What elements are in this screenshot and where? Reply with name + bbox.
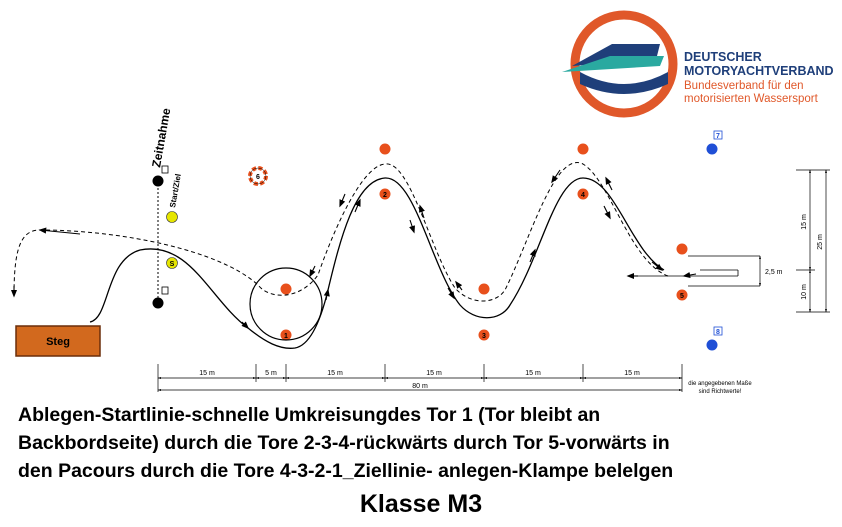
- dim-15m-c: 15 m: [426, 370, 442, 377]
- dim-right-15m: 15 m: [801, 214, 808, 230]
- gate-1-loop: [249, 267, 323, 341]
- gate-8-label: 8: [716, 329, 720, 336]
- blue-buoy-8: [706, 339, 718, 351]
- gate-5-top-buoy: [676, 243, 688, 255]
- yellow-buoy-s: [166, 257, 178, 269]
- start-buoy-bottom: [152, 297, 164, 309]
- caption-line-1: Ablegen-Startlinie-schnelle Umkreisungde…: [18, 404, 601, 426]
- course-path-solid: [89, 177, 665, 349]
- dim-5m: 5 m: [265, 370, 277, 377]
- logo-subtitle-line-1: Bundesverband für den: [684, 80, 804, 92]
- gate-5-label: 5: [680, 293, 684, 300]
- dim-15m-b: 15 m: [327, 370, 343, 377]
- gate-3-top-buoy: [478, 283, 490, 295]
- note-line-2: sind Richtwerte!: [699, 389, 742, 395]
- note-line-1: die angegebenen Maße: [688, 381, 752, 387]
- gate-1-top-buoy: [280, 283, 292, 295]
- gate-8-flag-icon: [713, 326, 723, 336]
- buoy-s-label: S: [170, 261, 175, 268]
- logo-title-line-2: MOTORYACHTVERBAND: [684, 64, 834, 78]
- gate-4-buoy: [577, 188, 589, 200]
- start-buoy-top: [152, 175, 164, 187]
- gate-2-label: 2: [383, 192, 387, 199]
- gate-4-label: 4: [581, 192, 585, 199]
- start-flag-top-icon: [161, 165, 169, 174]
- vertical-dimensions: [758, 169, 830, 313]
- gate-6-lifebuoy-icon: [248, 166, 268, 186]
- zeitnahme-label: Zeitnahme: [149, 107, 173, 169]
- gate-1-label: 1: [284, 333, 288, 340]
- logo-subtitle-line-2: motorisierten Wassersport: [684, 93, 818, 105]
- logo-title-line-1: DEUTSCHER: [684, 50, 762, 64]
- yellow-buoy: [166, 211, 178, 223]
- dim-right-25m: 25 m: [817, 234, 824, 250]
- dim-right-2-5m: 2,5 m: [765, 269, 783, 276]
- steg-dock: [15, 325, 101, 357]
- gate-7-flag-icon: [713, 130, 723, 140]
- gate-2-buoy: [379, 188, 391, 200]
- dim-15m-a: 15 m: [199, 370, 215, 377]
- steg-label: Steg: [46, 336, 70, 348]
- class-title: Klasse M3: [359, 490, 483, 518]
- gate-6-label: 6: [256, 174, 260, 181]
- gate-1-buoy: [280, 329, 292, 341]
- dim-right-10m: 10 m: [801, 284, 808, 300]
- caption-line-2: Backbordseite) durch die Tore 2-3-4-rück…: [18, 432, 670, 454]
- gate-5-bay: [628, 255, 760, 287]
- dim-15m-d: 15 m: [525, 370, 541, 377]
- horizontal-dimensions: [157, 364, 683, 392]
- dim-15m-e: 15 m: [624, 370, 640, 377]
- blue-buoy-7: [706, 143, 718, 155]
- dmyv-logo-emblem: [562, 10, 678, 118]
- gate-3-label: 3: [482, 333, 486, 340]
- direction-arrows: [10, 169, 697, 330]
- gate-5-buoy: [676, 289, 688, 301]
- gate-2-top-buoy: [379, 143, 391, 155]
- gate-7-label: 7: [716, 133, 720, 140]
- gate-3-buoy: [478, 329, 490, 341]
- start-ziel-label: Start/Ziel: [168, 173, 183, 208]
- start-flag-bottom-icon: [161, 286, 169, 295]
- gate-4-top-buoy: [577, 143, 589, 155]
- caption-line-3: den Pacours durch die Tore 4-3-2-1_Ziell…: [18, 460, 674, 482]
- dim-80m: 80 m: [412, 383, 428, 390]
